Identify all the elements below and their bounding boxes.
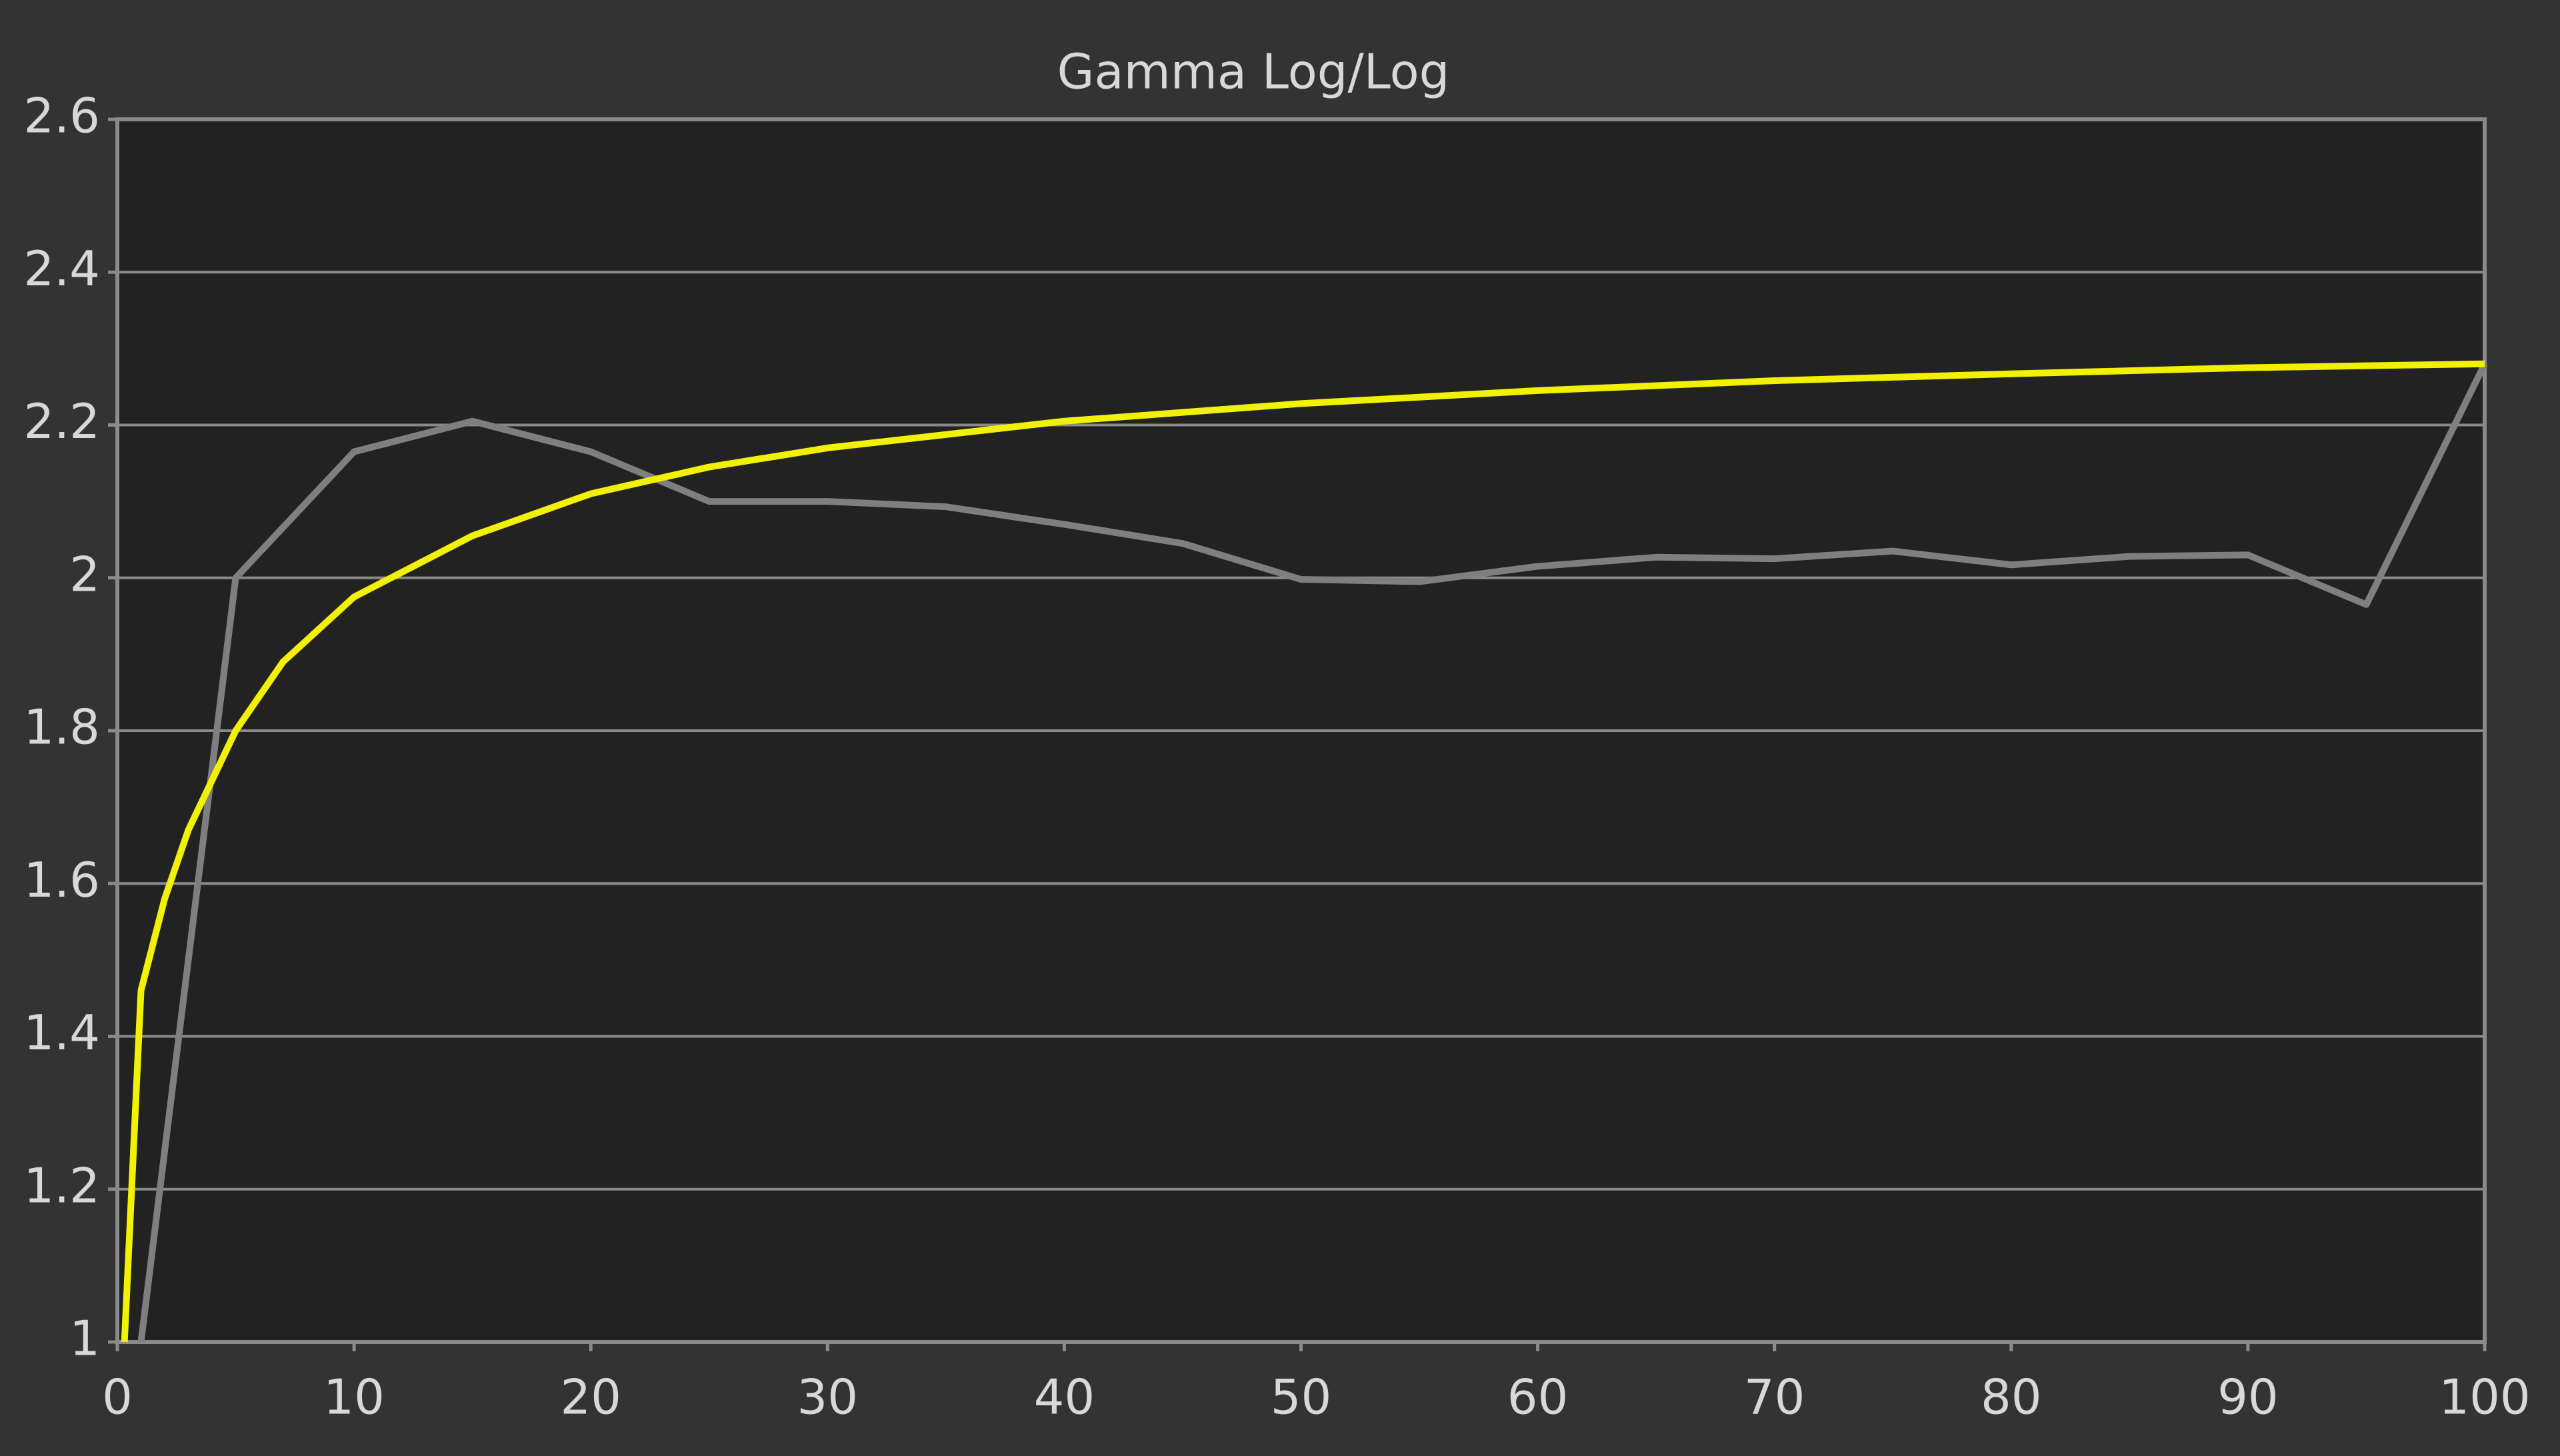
- x-tick-label: 50: [1271, 1369, 1332, 1425]
- y-tick-label: 1.8: [23, 699, 100, 755]
- x-tick-label: 20: [560, 1369, 621, 1425]
- series-line: [121, 360, 2485, 1343]
- y-tick-label: 2.4: [23, 241, 100, 297]
- x-tick-label: 60: [1507, 1369, 1569, 1425]
- y-tick-label: 1.4: [23, 1005, 100, 1061]
- y-tick-label: 1.6: [23, 852, 100, 908]
- plot-frame: [115, 117, 2487, 1344]
- x-tick-label: 80: [1981, 1369, 2042, 1425]
- series-line: [137, 362, 2488, 1343]
- x-tick-label: 100: [2439, 1369, 2530, 1425]
- x-tick-label: 0: [102, 1369, 133, 1425]
- x-tick-label: 10: [323, 1369, 385, 1425]
- x-tick-label: 40: [1034, 1369, 1095, 1425]
- x-tick-label: 30: [797, 1369, 858, 1425]
- y-tick-label: 2.6: [23, 88, 100, 144]
- x-tick-label: 70: [1744, 1369, 1805, 1425]
- y-tick-label: 2.2: [23, 393, 100, 449]
- y-tick-label: 1: [69, 1311, 100, 1367]
- y-tick-label: 1.2: [23, 1157, 100, 1213]
- chart-title: Gamma Log/Log: [1057, 44, 1450, 100]
- x-tick-label: 90: [2217, 1369, 2279, 1425]
- y-tick-label: 2: [69, 546, 100, 602]
